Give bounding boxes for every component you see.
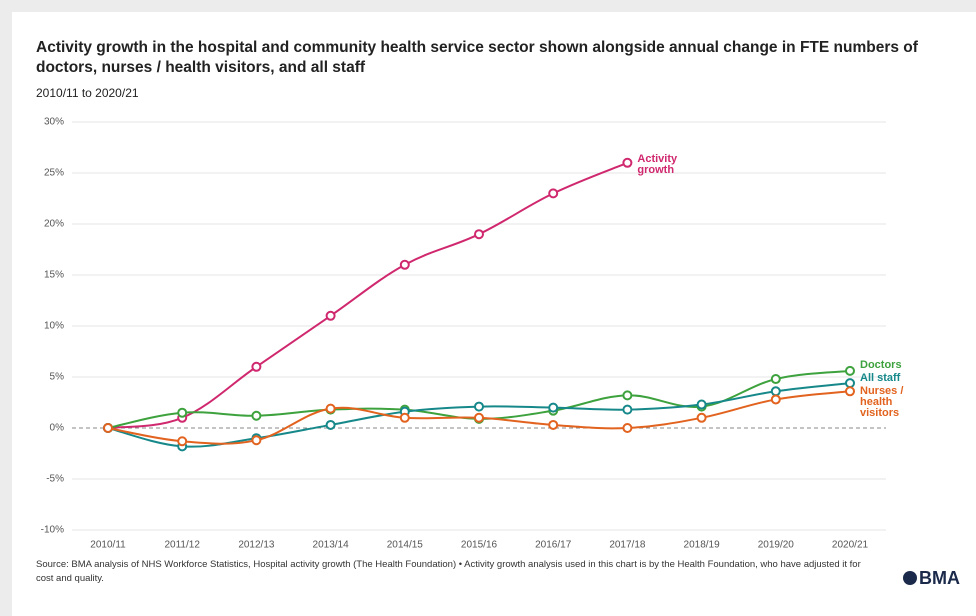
y-tick-label: -5% (46, 474, 64, 485)
point (696, 399, 707, 410)
point (474, 401, 484, 412)
x-tick-label: 2019/20 (758, 540, 795, 551)
point (251, 435, 262, 446)
y-tick-label: 10% (44, 321, 64, 332)
point (845, 378, 855, 389)
point (622, 157, 633, 168)
brand-icon (903, 571, 917, 585)
x-tick-label: 2011/12 (164, 540, 200, 551)
y-tick-label: 15% (44, 270, 64, 281)
x-tick-label: 2017/18 (609, 540, 646, 551)
point (622, 423, 633, 433)
point (325, 403, 336, 414)
series-line (107, 161, 628, 429)
x-tick-label: 2014/15 (387, 540, 424, 551)
title: Activity growth in the hospital and comm… (36, 39, 918, 76)
point (399, 412, 410, 423)
point (845, 365, 855, 376)
source: Source: BMA analysis of NHS Workforce St… (36, 559, 861, 584)
point (845, 386, 855, 397)
point (399, 259, 410, 270)
series-label: Activity growth (637, 152, 678, 176)
x-tick-label: 2016/17 (535, 540, 572, 551)
series-label: Doctors (860, 358, 902, 371)
point (548, 402, 559, 413)
y-tick-label: -10% (41, 525, 64, 536)
subtitle: 2010/11 to 2020/21 (36, 86, 139, 100)
panel (12, 12, 976, 616)
point (325, 310, 336, 321)
x-tick-label: 2012/13 (238, 540, 275, 551)
y-tick-label: 20% (44, 219, 64, 230)
x-tick-label: 2013/14 (313, 540, 350, 551)
point (770, 394, 781, 405)
point (770, 374, 781, 385)
point (622, 390, 633, 401)
brand: BMA (919, 568, 960, 588)
y-tick-label: 25% (44, 168, 64, 179)
point (177, 436, 188, 447)
y-tick-label: 5% (50, 372, 65, 383)
x-tick-label: 2018/19 (684, 540, 721, 551)
series-label: Nurses / health visitors (860, 385, 904, 420)
point (548, 188, 559, 199)
brand-logo: BMA (903, 568, 960, 589)
point (622, 404, 633, 415)
series-label: All staff (860, 372, 901, 385)
x-tick-label: 2015/16 (461, 540, 498, 551)
point (251, 410, 262, 421)
point (474, 412, 484, 423)
point (474, 229, 484, 240)
point (548, 419, 559, 430)
point (696, 412, 707, 423)
point (325, 419, 336, 430)
y-tick-label: 0% (50, 423, 65, 434)
point (251, 361, 262, 372)
point (103, 423, 113, 433)
x-tick-label: 2020/21 (832, 540, 869, 551)
x-tick-label: 2010/11 (90, 540, 126, 551)
point (177, 407, 188, 418)
y-tick-label: 30% (44, 117, 64, 128)
point (770, 386, 781, 397)
